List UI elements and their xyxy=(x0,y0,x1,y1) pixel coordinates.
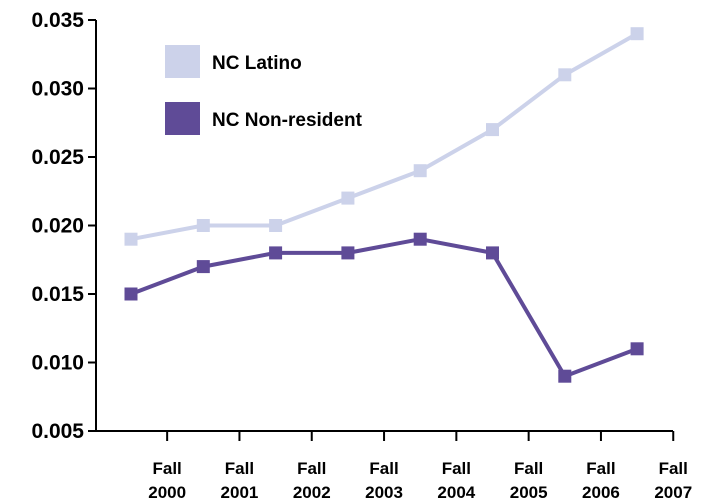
data-point xyxy=(341,246,355,260)
x-tick-label: Fall xyxy=(153,459,182,478)
data-point xyxy=(630,342,644,356)
y-tick-label: 0.015 xyxy=(31,283,84,306)
legend: NC Latino NC Non-resident xyxy=(165,45,363,135)
data-point xyxy=(196,260,210,274)
series-line xyxy=(130,237,638,379)
x-tick-label-year: 2004 xyxy=(437,483,475,502)
data-point xyxy=(413,164,427,178)
y-tick-label: 0.035 xyxy=(31,9,84,32)
x-tick-label: Fall xyxy=(442,459,471,478)
data-point xyxy=(269,219,283,232)
x-tick-label: Fall xyxy=(225,459,254,478)
y-tick-label: 0.025 xyxy=(31,146,84,169)
y-tick-label: 0.010 xyxy=(31,352,84,375)
x-tick-label-year: 2007 xyxy=(654,483,692,502)
data-point xyxy=(486,246,499,260)
x-tick-label: Fall xyxy=(297,459,326,478)
x-tick-label-year: 2006 xyxy=(582,483,620,502)
legend-swatch xyxy=(165,102,200,135)
x-tick-label: Fall xyxy=(659,459,688,478)
y-axis: 0.005 0.010 0.015 0.020 0.025 0.030 0.035 xyxy=(31,9,97,443)
data-point xyxy=(124,287,138,301)
legend-label: NC Latino xyxy=(212,53,302,74)
data-point xyxy=(486,123,499,137)
x-axis: Fall 2000 Fall 2001 Fall 2002 Fall 2003 Fall 2004… xyxy=(96,430,692,502)
legend-swatch xyxy=(165,45,200,78)
x-tick-label: Fall xyxy=(514,459,543,478)
series-lines xyxy=(124,27,644,383)
series-nc-latino xyxy=(124,27,644,246)
x-tick-label-year: 2003 xyxy=(365,483,403,502)
x-tick-label-year: 2001 xyxy=(221,483,259,502)
data-point xyxy=(196,219,210,232)
x-tick-label-year: 2005 xyxy=(510,483,548,502)
x-tick-label: Fall xyxy=(369,459,398,478)
series-line xyxy=(130,31,639,242)
data-point xyxy=(630,27,644,41)
y-tick-label: 0.020 xyxy=(31,215,84,238)
series-nc-non-resident xyxy=(124,232,644,383)
data-point xyxy=(341,191,355,205)
x-tick-label-year: 2002 xyxy=(293,483,331,502)
y-tick-label: 0.030 xyxy=(31,78,84,101)
data-point xyxy=(558,68,572,82)
x-tick-label: Fall xyxy=(586,459,615,478)
legend-label: NC Non-resident xyxy=(212,110,363,131)
data-point xyxy=(269,246,283,260)
y-tick-label: 0.005 xyxy=(31,420,84,443)
data-point xyxy=(124,232,138,246)
data-point xyxy=(413,232,427,246)
x-tick-label-year: 2000 xyxy=(148,483,186,502)
data-point xyxy=(558,369,572,383)
